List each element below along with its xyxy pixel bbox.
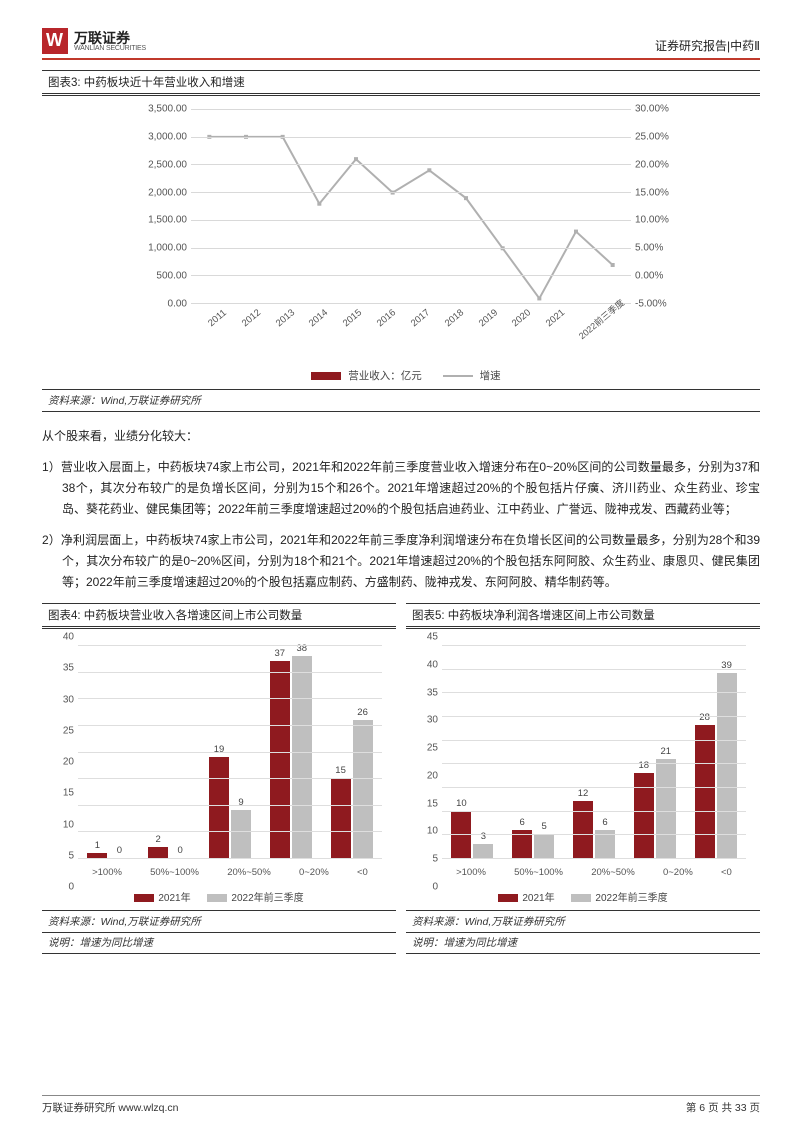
legend-swatch-2021-icon xyxy=(134,894,154,902)
footer-right: 第 6 页 共 33 页 xyxy=(686,1100,760,1115)
body-text: 从个股来看，业绩分化较大： 1）营业收入层面上，中药板块74家上市公司，2021… xyxy=(42,426,760,593)
para-2: 2）净利润层面上，中药板块74家上市公司，2021年和2022年前三季度净利润增… xyxy=(42,530,760,593)
brand-logo: 万联证券 WANLIAN SECURITIES xyxy=(42,28,146,54)
chart5-legend: 2021年 2022年前三季度 xyxy=(416,889,750,904)
figure-5-source: 资料来源：Wind,万联证券研究所 xyxy=(406,910,760,933)
legend-bar-swatch-icon xyxy=(311,372,341,380)
chart3-legend: 营业收入：亿元 增速 xyxy=(52,368,750,383)
legend-2022: 2022年前三季度 xyxy=(595,893,667,904)
figure-4-note: 说明：增速为同比增速 xyxy=(42,932,396,954)
figure-5-title: 图表5: 中药板块净利润各增速区间上市公司数量 xyxy=(406,603,760,627)
chart3-plot: 0.00500.001,000.001,500.002,000.002,500.… xyxy=(121,104,681,364)
legend-swatch-2021-icon xyxy=(498,894,518,902)
report-category: 证券研究报告|中药Ⅱ xyxy=(655,37,760,54)
figure-5-note: 说明：增速为同比增速 xyxy=(406,932,760,954)
para-1: 1）营业收入层面上，中药板块74家上市公司，2021年和2022年前三季度营业收… xyxy=(42,457,760,520)
figure-4: 图表4: 中药板块营业收入各增速区间上市公司数量 102019937381526… xyxy=(42,603,396,954)
figure-3-title: 图表3: 中药板块近十年营业收入和增速 xyxy=(42,70,760,94)
footer-left: 万联证券研究所 www.wlzq.cn xyxy=(42,1100,179,1115)
chart4-legend: 2021年 2022年前三季度 xyxy=(52,889,386,904)
figure-3-body: 0.00500.001,000.001,500.002,000.002,500.… xyxy=(42,95,760,389)
legend-swatch-2022-icon xyxy=(571,894,591,902)
figure-3: 图表3: 中药板块近十年营业收入和增速 0.00500.001,000.001,… xyxy=(42,70,760,412)
lead-para: 从个股来看，业绩分化较大： xyxy=(42,426,760,447)
logo-icon xyxy=(42,28,68,54)
legend-line-swatch-icon xyxy=(443,375,473,377)
figure-4-source: 资料来源：Wind,万联证券研究所 xyxy=(42,910,396,933)
legend-bar-label: 营业收入：亿元 xyxy=(348,370,422,382)
page-header: 万联证券 WANLIAN SECURITIES 证券研究报告|中药Ⅱ xyxy=(42,28,760,60)
figure-4-title: 图表4: 中药板块营业收入各增速区间上市公司数量 xyxy=(42,603,396,627)
legend-2021: 2021年 xyxy=(158,893,190,904)
dual-charts-row: 图表4: 中药板块营业收入各增速区间上市公司数量 102019937381526… xyxy=(42,603,760,954)
logo-text-cn: 万联证券 xyxy=(74,31,146,45)
logo-text-en: WANLIAN SECURITIES xyxy=(74,45,146,52)
legend-swatch-2022-icon xyxy=(207,894,227,902)
figure-5: 图表5: 中药板块净利润各增速区间上市公司数量 1036512618212839… xyxy=(406,603,760,954)
chart4-plot: 102019937381526 >100%50%~100%20%~50%0~20… xyxy=(52,637,386,887)
chart5-plot: 1036512618212839 >100%50%~100%20%~50%0~2… xyxy=(416,637,750,887)
legend-2021: 2021年 xyxy=(522,893,554,904)
page-footer: 万联证券研究所 www.wlzq.cn 第 6 页 共 33 页 xyxy=(42,1095,760,1115)
figure-3-source: 资料来源：Wind,万联证券研究所 xyxy=(42,389,760,412)
legend-line-label: 增速 xyxy=(480,370,501,382)
legend-2022: 2022年前三季度 xyxy=(231,893,303,904)
